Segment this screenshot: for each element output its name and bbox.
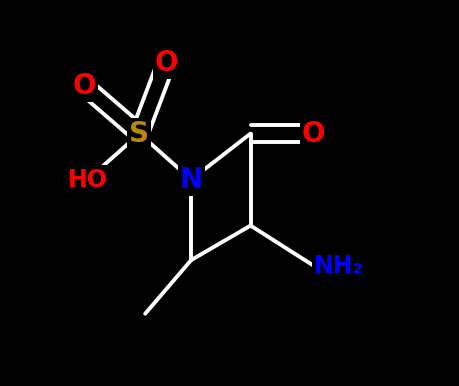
Text: S: S	[129, 120, 150, 147]
Text: O: O	[72, 72, 95, 100]
Text: HO: HO	[68, 168, 108, 191]
Text: O: O	[155, 49, 178, 77]
Text: NH₂: NH₂	[314, 254, 364, 278]
Text: N: N	[179, 166, 203, 194]
Text: O: O	[302, 120, 325, 147]
